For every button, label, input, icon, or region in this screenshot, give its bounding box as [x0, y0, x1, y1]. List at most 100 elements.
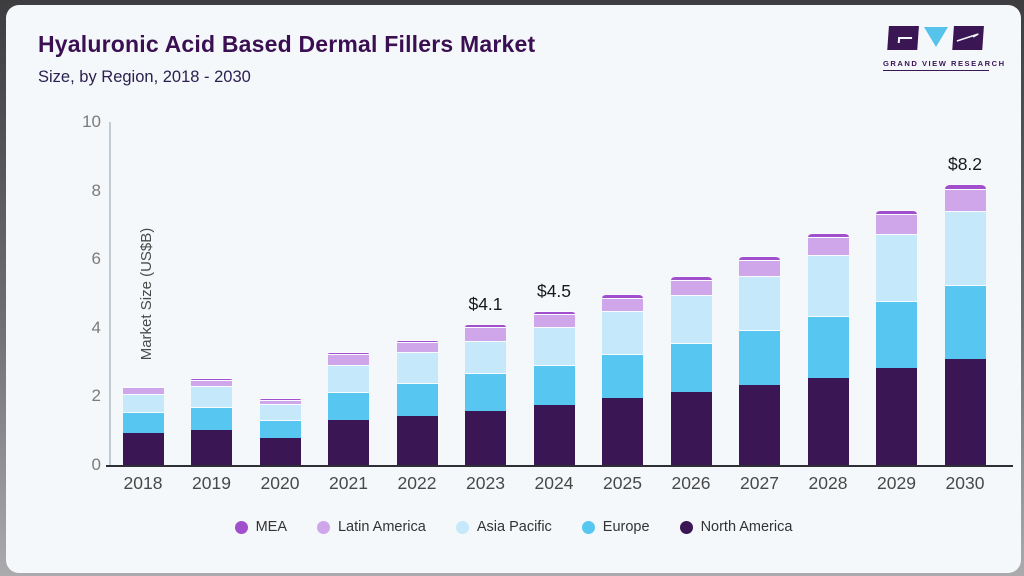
x-axis-line — [106, 465, 1013, 467]
bar-segment-latin-america-2026 — [670, 280, 712, 296]
bar-segment-latin-america-2029 — [876, 214, 917, 235]
bar-segment-north-america-2028 — [807, 377, 849, 465]
bar-segment-north-america-2030 — [944, 358, 986, 465]
x-axis-label-2021: 2021 — [329, 473, 368, 493]
x-axis-label-2018: 2018 — [123, 473, 163, 493]
bar-segment-asia-pacific-2024 — [533, 326, 575, 365]
bar-segment-mea-2027 — [739, 255, 780, 260]
y-tick-label: 10 — [82, 112, 101, 131]
bar-segment-north-america-2029 — [876, 367, 917, 465]
page-subtitle: Size, by Region, 2018 - 2030 — [38, 68, 251, 86]
bar-segment-asia-pacific-2023 — [465, 340, 506, 374]
x-axis-label-2023: 2023 — [466, 473, 505, 493]
page-title: Hyaluronic Acid Based Dermal Fillers Mar… — [38, 31, 536, 57]
legend-item-europe: Europe — [581, 519, 650, 535]
bar-segment-asia-pacific-2019 — [191, 386, 232, 407]
bar-segment-north-america-2024 — [533, 404, 575, 465]
bar-segment-latin-america-2022 — [396, 342, 438, 353]
legend-dot-icon — [581, 520, 595, 534]
bar-segment-europe-2022 — [396, 383, 438, 416]
bar-segment-mea-2018 — [122, 385, 164, 388]
bar-segment-europe-2018 — [122, 412, 164, 434]
bar-segment-europe-2028 — [807, 315, 849, 378]
bar-segment-europe-2029 — [876, 301, 917, 368]
bar-segment-europe-2019 — [191, 406, 232, 430]
y-tick-label: 6 — [91, 249, 101, 269]
bar-segment-latin-america-2024 — [533, 313, 575, 327]
plot-area: Market Size (US$B) 0 2 4 6 8 10 2018 2019 2020 20… — [82, 112, 1013, 493]
legend-label: Latin America — [337, 519, 426, 535]
y-tick-label: 0 — [91, 455, 101, 474]
bar-segment-asia-pacific-2020 — [259, 403, 301, 421]
bar-segment-north-america-2021 — [328, 420, 369, 465]
legend-dot-icon — [316, 520, 330, 534]
bar-segment-asia-pacific-2021 — [328, 364, 369, 392]
bar-segment-asia-pacific-2018 — [122, 394, 164, 413]
bar-segment-europe-2026 — [670, 342, 712, 393]
x-axis-label-2025: 2025 — [603, 473, 642, 493]
bar-segment-latin-america-2030 — [944, 189, 986, 211]
bar-segment-europe-2023 — [465, 373, 506, 411]
bar-segment-mea-2020 — [259, 398, 301, 400]
bar-segment-mea-2029 — [876, 210, 917, 215]
legend-label: Europe — [602, 519, 650, 535]
bar-segment-north-america-2020 — [259, 437, 301, 465]
chart-card: Hyaluronic Acid Based Dermal Fillers Mar… — [6, 5, 1021, 573]
legend-label: MEA — [255, 519, 287, 535]
bar-segment-mea-2026 — [670, 276, 712, 281]
bar-segment-mea-2030 — [944, 183, 986, 190]
y-axis-line — [109, 122, 111, 465]
legend-item-asia-pacific: Asia Pacific — [455, 519, 552, 535]
value-label-2024: $4.5 — [536, 280, 572, 301]
bar-segment-latin-america-2025 — [602, 297, 643, 312]
bar-segment-europe-2020 — [259, 420, 301, 438]
x-axis-label-2019: 2019 — [192, 473, 231, 493]
bar-segment-asia-pacific-2022 — [396, 352, 438, 384]
bar-segment-asia-pacific-2029 — [876, 234, 917, 302]
y-axis-title: Market Size (US$B) — [138, 227, 155, 360]
x-axis-label-2024: 2024 — [534, 473, 574, 493]
y-tick-label: 2 — [91, 386, 101, 406]
bar-segment-north-america-2023 — [465, 410, 506, 465]
legend-item-mea: MEA — [234, 519, 287, 535]
x-axis-label-2030: 2030 — [945, 473, 985, 493]
bar-segment-mea-2025 — [602, 293, 643, 298]
bar-segment-mea-2024 — [533, 310, 575, 314]
chart-legend: MEA Latin America Asia Pacific Europe North … — [6, 519, 1021, 535]
bar-segment-europe-2024 — [533, 364, 575, 405]
bar-segment-asia-pacific-2028 — [807, 254, 849, 316]
value-label-2030: $8.2 — [947, 153, 983, 174]
legend-dot-icon — [234, 520, 248, 534]
bar-segment-north-america-2026 — [670, 392, 712, 465]
bar-segment-mea-2028 — [807, 233, 849, 237]
value-label-2023: $4.1 — [468, 294, 503, 315]
bar-segment-north-america-2025 — [602, 398, 643, 465]
x-axis-label-2027: 2027 — [740, 473, 779, 493]
bar-segment-north-america-2027 — [739, 385, 780, 465]
gvr-logo-text: GRAND VIEW RESEARCH — [883, 59, 1004, 71]
x-axis-label-2020: 2020 — [260, 473, 300, 493]
legend-item-latin-america: Latin America — [316, 519, 426, 535]
legend-dot-icon — [679, 520, 693, 534]
bar-segment-asia-pacific-2025 — [602, 311, 643, 354]
bar-segment-north-america-2019 — [191, 429, 232, 465]
bar-segment-latin-america-2023 — [465, 327, 506, 341]
x-axis-label-2029: 2029 — [877, 473, 916, 493]
gvr-logo-icon — [887, 26, 984, 50]
bar-segment-latin-america-2018 — [122, 387, 164, 395]
bar-segment-mea-2019 — [191, 377, 232, 381]
bar-segment-asia-pacific-2026 — [670, 295, 712, 343]
x-axis-label-2022: 2022 — [397, 473, 437, 493]
bar-segment-latin-america-2021 — [328, 354, 369, 365]
y-tick-label: 8 — [91, 180, 101, 200]
legend-item-north-america: North America — [679, 519, 793, 535]
bar-segment-latin-america-2019 — [191, 380, 232, 387]
bar-segment-latin-america-2028 — [807, 236, 849, 255]
legend-label: Asia Pacific — [476, 519, 552, 535]
bar-segment-europe-2027 — [739, 329, 780, 386]
gvr-logo: GRAND VIEW RESEARCH — [883, 25, 1004, 71]
legend-label: North America — [700, 519, 793, 535]
bar-segment-europe-2025 — [602, 353, 643, 399]
bar-segment-latin-america-2027 — [739, 259, 780, 277]
